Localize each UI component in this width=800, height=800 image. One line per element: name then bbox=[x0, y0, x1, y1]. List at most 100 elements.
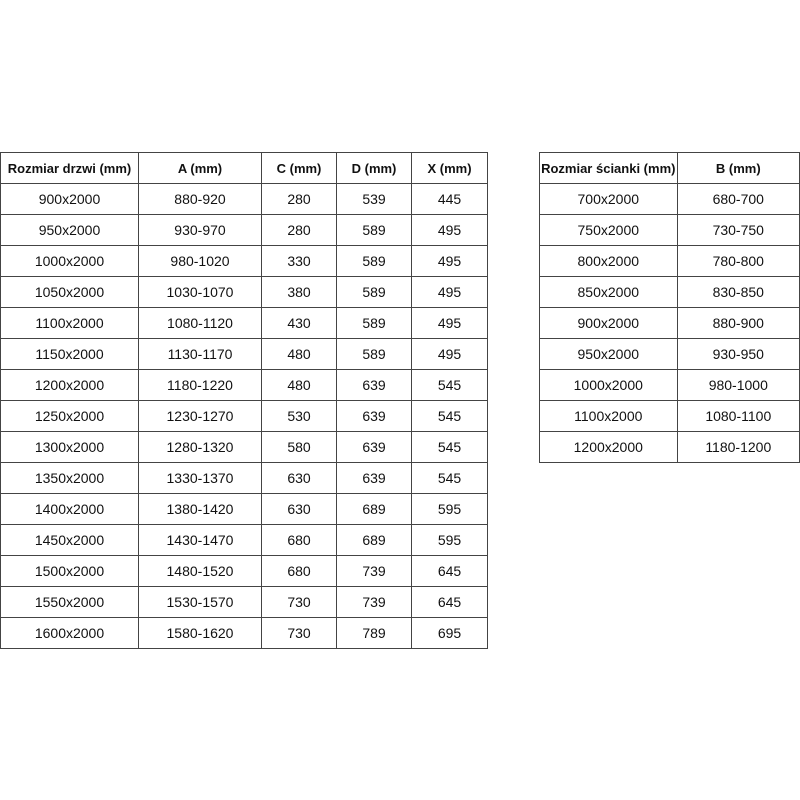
table-cell: 430 bbox=[261, 307, 337, 339]
table-row: 1300x2000 1280-1320 580 639 545 bbox=[0, 431, 488, 463]
table-cell: 1550x2000 bbox=[0, 586, 139, 618]
table-cell: 495 bbox=[411, 338, 488, 370]
table-cell: 539 bbox=[336, 183, 412, 215]
table-cell: 495 bbox=[411, 245, 488, 277]
table-cell: 495 bbox=[411, 214, 488, 246]
table-cell: 789 bbox=[336, 617, 412, 649]
table-cell: 680 bbox=[261, 524, 337, 556]
table-cell: 1300x2000 bbox=[0, 431, 139, 463]
table-cell: 1180-1220 bbox=[138, 369, 262, 401]
table-row: 950x2000 930-970 280 589 495 bbox=[0, 214, 488, 246]
table-row: 900x2000 880-900 bbox=[539, 307, 800, 339]
table-cell: 980-1020 bbox=[138, 245, 262, 277]
table-cell: 480 bbox=[261, 369, 337, 401]
table-cell: 589 bbox=[336, 214, 412, 246]
table-cell: 739 bbox=[336, 586, 412, 618]
table-cell: 1350x2000 bbox=[0, 462, 139, 494]
table-cell: 330 bbox=[261, 245, 337, 277]
table-row: 900x2000 880-920 280 539 445 bbox=[0, 183, 488, 215]
table-cell: 480 bbox=[261, 338, 337, 370]
table-cell: 630 bbox=[261, 462, 337, 494]
table-cell: 1400x2000 bbox=[0, 493, 139, 525]
table-cell: 280 bbox=[261, 183, 337, 215]
table-cell: 380 bbox=[261, 276, 337, 308]
table-cell: 1480-1520 bbox=[138, 555, 262, 587]
table-cell: 950x2000 bbox=[0, 214, 139, 246]
table-cell: 1030-1070 bbox=[138, 276, 262, 308]
table-row: 1550x2000 1530-1570 730 739 645 bbox=[0, 586, 488, 618]
table-cell: 780-800 bbox=[676, 245, 800, 277]
table-cell: 639 bbox=[336, 431, 412, 463]
table-cell: 580 bbox=[261, 431, 337, 463]
table-row: 750x2000 730-750 bbox=[539, 214, 800, 246]
table-cell: 1150x2000 bbox=[0, 338, 139, 370]
table-cell: 880-900 bbox=[676, 307, 800, 339]
table-row: 1150x2000 1130-1170 480 589 495 bbox=[0, 338, 488, 370]
table-cell: 1100x2000 bbox=[0, 307, 139, 339]
table-cell: 1080-1120 bbox=[138, 307, 262, 339]
column-header: D (mm) bbox=[336, 152, 412, 184]
table-row: 700x2000 680-700 bbox=[539, 183, 800, 215]
table-cell: 589 bbox=[336, 338, 412, 370]
table-cell: 1500x2000 bbox=[0, 555, 139, 587]
table-row: 1400x2000 1380-1420 630 689 595 bbox=[0, 493, 488, 525]
wall-size-table: Rozmiar ścianki (mm) B (mm) 700x2000 680-7… bbox=[539, 152, 800, 463]
table-cell: 900x2000 bbox=[539, 307, 678, 339]
table-cell: 280 bbox=[261, 214, 337, 246]
header-row: Rozmiar drzwi (mm) A (mm) C (mm) D (mm) X (m… bbox=[0, 152, 488, 184]
header-row: Rozmiar ścianki (mm) B (mm) bbox=[539, 152, 800, 184]
table-cell: 900x2000 bbox=[0, 183, 139, 215]
table-cell: 639 bbox=[336, 462, 412, 494]
table-cell: 800x2000 bbox=[539, 245, 678, 277]
column-header: Rozmiar ścianki (mm) bbox=[539, 152, 678, 184]
table-cell: 639 bbox=[336, 369, 412, 401]
table-cell: 1200x2000 bbox=[539, 431, 678, 463]
table-row: 1450x2000 1430-1470 680 689 595 bbox=[0, 524, 488, 556]
table-cell: 930-950 bbox=[676, 338, 800, 370]
table-cell: 1000x2000 bbox=[0, 245, 139, 277]
table-cell: 730-750 bbox=[676, 214, 800, 246]
table-cell: 495 bbox=[411, 307, 488, 339]
table-cell: 645 bbox=[411, 555, 488, 587]
column-header: B (mm) bbox=[676, 152, 800, 184]
table-cell: 950x2000 bbox=[539, 338, 678, 370]
table-row: 1000x2000 980-1000 bbox=[539, 369, 800, 401]
table-cell: 1530-1570 bbox=[138, 586, 262, 618]
table-row: 1100x2000 1080-1120 430 589 495 bbox=[0, 307, 488, 339]
table-cell: 850x2000 bbox=[539, 276, 678, 308]
table-row: 850x2000 830-850 bbox=[539, 276, 800, 308]
column-header: X (mm) bbox=[411, 152, 488, 184]
table-row: 1250x2000 1230-1270 530 639 545 bbox=[0, 400, 488, 432]
table-cell: 1580-1620 bbox=[138, 617, 262, 649]
table-cell: 1430-1470 bbox=[138, 524, 262, 556]
table-cell: 530 bbox=[261, 400, 337, 432]
table-row: 1050x2000 1030-1070 380 589 495 bbox=[0, 276, 488, 308]
table-cell: 1080-1100 bbox=[676, 400, 800, 432]
table-cell: 730 bbox=[261, 617, 337, 649]
table-cell: 445 bbox=[411, 183, 488, 215]
table-row: 1200x2000 1180-1200 bbox=[539, 431, 800, 463]
table-cell: 1050x2000 bbox=[0, 276, 139, 308]
table-cell: 1250x2000 bbox=[0, 400, 139, 432]
table-cell: 1000x2000 bbox=[539, 369, 678, 401]
table-row: 1200x2000 1180-1220 480 639 545 bbox=[0, 369, 488, 401]
table-cell: 595 bbox=[411, 493, 488, 525]
column-header: C (mm) bbox=[261, 152, 337, 184]
table-row: 1500x2000 1480-1520 680 739 645 bbox=[0, 555, 488, 587]
table-cell: 739 bbox=[336, 555, 412, 587]
column-header: Rozmiar drzwi (mm) bbox=[0, 152, 139, 184]
table-cell: 589 bbox=[336, 307, 412, 339]
table-cell: 595 bbox=[411, 524, 488, 556]
table-cell: 1450x2000 bbox=[0, 524, 139, 556]
table-cell: 645 bbox=[411, 586, 488, 618]
table-cell: 1600x2000 bbox=[0, 617, 139, 649]
table-row: 950x2000 930-950 bbox=[539, 338, 800, 370]
table-cell: 1230-1270 bbox=[138, 400, 262, 432]
table-row: 1600x2000 1580-1620 730 789 695 bbox=[0, 617, 488, 649]
table-cell: 695 bbox=[411, 617, 488, 649]
table-cell: 1100x2000 bbox=[539, 400, 678, 432]
table-cell: 689 bbox=[336, 493, 412, 525]
table-cell: 1180-1200 bbox=[676, 431, 800, 463]
table-row: 1100x2000 1080-1100 bbox=[539, 400, 800, 432]
table-cell: 1380-1420 bbox=[138, 493, 262, 525]
